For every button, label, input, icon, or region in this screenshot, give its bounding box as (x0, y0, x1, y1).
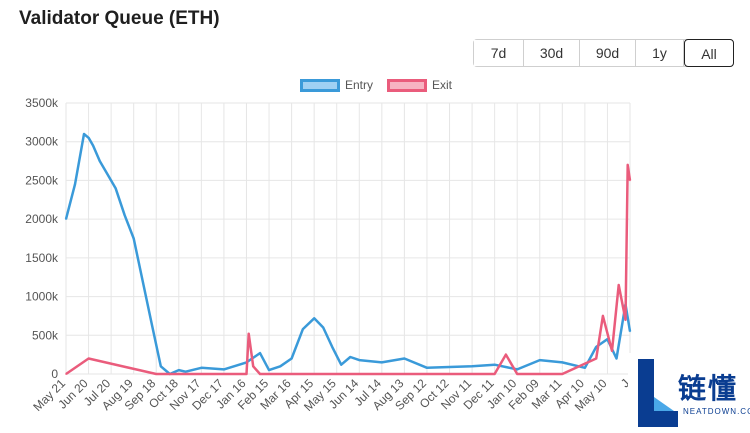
L-logo-icon (638, 359, 678, 427)
time-range-selector: 7d 30d 90d 1y All (473, 39, 734, 67)
data-point-exit (252, 365, 255, 368)
legend-label-entry: Entry (345, 78, 374, 92)
data-point-exit (65, 373, 67, 375)
data-point-entry (141, 280, 144, 282)
range-button-30d[interactable]: 30d (524, 40, 580, 66)
legend-item-exit[interactable]: Exit (387, 78, 452, 92)
data-point-entry (200, 367, 203, 369)
data-point-exit (403, 373, 406, 375)
data-point-entry (538, 359, 541, 361)
y-axis-ticks: 0 500k 1000k 1500k 2000k 2500k 3000k 3500k (25, 96, 59, 381)
data-point-exit (629, 179, 631, 182)
data-point-exit (626, 164, 629, 166)
data-point-entry (349, 356, 352, 358)
data-point-entry (358, 359, 361, 361)
data-point-entry (584, 367, 586, 369)
data-point-exit (247, 332, 250, 335)
y-tick-label: 3000k (25, 135, 59, 149)
data-point-entry (114, 187, 117, 189)
chart-series (64, 132, 632, 376)
legend-swatch-entry (300, 78, 340, 92)
watermark-subtext: NEATDOWN.COM (683, 407, 750, 416)
data-point-exit (268, 373, 270, 375)
y-tick-label: 1000k (25, 290, 59, 304)
data-point-entry (223, 368, 225, 371)
data-point-entry (159, 365, 162, 368)
chart-grid (65, 102, 631, 375)
range-button-all[interactable]: All (684, 39, 734, 67)
data-point-entry (279, 365, 282, 368)
chart-legend: Entry Exit (300, 78, 452, 92)
data-point-entry (302, 328, 304, 330)
series-line-exit (65, 163, 632, 376)
range-button-90d[interactable]: 90d (580, 40, 636, 66)
data-point-entry (290, 357, 293, 360)
y-tick-label: 2500k (25, 173, 59, 187)
data-point-exit (358, 373, 361, 375)
y-tick-label: 0 (51, 367, 58, 381)
y-tick-label: 1500k (25, 251, 59, 265)
data-point-entry (561, 361, 564, 364)
data-point-exit (516, 373, 518, 375)
data-point-exit (313, 373, 315, 375)
data-point-exit (259, 373, 261, 375)
legend-label-exit: Exit (432, 78, 453, 92)
data-point-exit (617, 284, 620, 286)
data-point-exit (200, 373, 203, 375)
data-point-entry (259, 352, 261, 354)
range-button-1y[interactable]: 1y (636, 40, 684, 66)
data-point-exit (595, 357, 597, 360)
data-point-exit (505, 353, 507, 356)
data-point-entry (615, 357, 618, 360)
data-point-entry (184, 370, 187, 373)
data-point-entry (403, 357, 406, 360)
data-point-entry (123, 214, 126, 217)
data-point-exit (602, 315, 604, 317)
data-point-entry (471, 365, 473, 368)
y-tick-label: 3500k (25, 96, 59, 110)
data-point-entry (178, 369, 180, 371)
data-point-exit (561, 373, 564, 375)
legend-swatch-exit (387, 78, 428, 92)
data-point-exit (223, 373, 225, 375)
page-title: Validator Queue (ETH) (19, 8, 220, 29)
data-point-entry (150, 322, 153, 325)
data-point-exit (245, 373, 248, 375)
data-point-exit (611, 349, 613, 352)
data-point-exit (493, 373, 496, 375)
series-line-entry (64, 132, 632, 376)
data-point-entry (322, 326, 324, 329)
data-point-entry (448, 366, 451, 368)
watermark-text: 链懂 (678, 373, 739, 404)
data-point-entry (493, 363, 496, 366)
y-tick-label: 500k (32, 328, 59, 342)
y-tick-label: 2000k (25, 212, 59, 226)
watermark-logo: 链懂 NEATDOWN.COM (628, 353, 750, 433)
data-point-exit (155, 373, 158, 375)
data-point-entry (87, 137, 90, 139)
range-button-7d[interactable]: 7d (474, 40, 524, 66)
data-point-entry (629, 330, 631, 333)
data-point-entry (132, 237, 135, 240)
data-point-entry (381, 361, 383, 364)
data-point-entry (331, 346, 334, 348)
data-point-entry (268, 369, 270, 371)
data-point-entry (340, 363, 343, 366)
data-point-entry (92, 144, 94, 147)
data-point-entry (426, 367, 428, 369)
data-point-exit (448, 373, 451, 375)
data-point-entry (99, 160, 101, 162)
data-point-exit (624, 319, 627, 321)
data-point-entry (83, 133, 85, 135)
data-point-entry (74, 183, 76, 186)
data-point-entry (65, 218, 67, 220)
legend-item-entry[interactable]: Entry (300, 78, 373, 92)
data-point-exit (87, 357, 90, 360)
data-point-entry (595, 346, 597, 348)
data-point-entry (105, 171, 108, 174)
data-point-entry (516, 368, 518, 371)
data-point-entry (313, 317, 315, 320)
